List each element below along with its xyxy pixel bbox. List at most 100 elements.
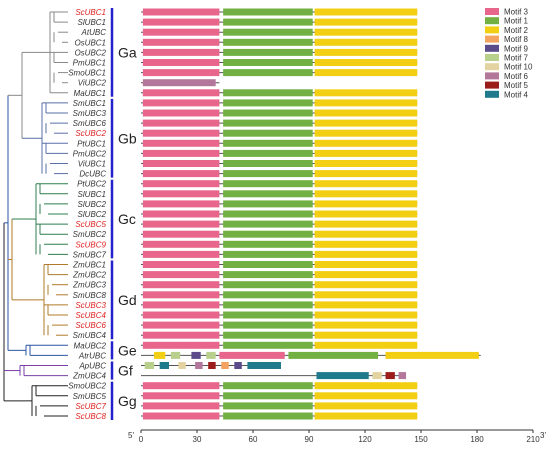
motif-box — [314, 69, 418, 77]
gene-label: ZmUBC4 — [72, 372, 106, 381]
motif-box — [142, 230, 220, 238]
motif-box — [314, 200, 418, 208]
motif-box — [314, 291, 418, 299]
motif-box — [142, 48, 220, 56]
gene-label: ScUBC7 — [75, 402, 106, 411]
group-label: Gf — [118, 363, 133, 379]
motif-box — [223, 301, 313, 309]
legend-label: Motif 10 — [504, 63, 533, 72]
motif-box — [142, 281, 220, 289]
motif-box — [223, 271, 313, 279]
gene-label: ScUBC5 — [75, 220, 106, 229]
motif-box — [316, 372, 369, 380]
motif-box — [223, 149, 313, 157]
motif-box — [314, 402, 418, 410]
motif-box — [219, 351, 285, 359]
motif-box — [223, 129, 313, 137]
motif-box — [223, 291, 313, 299]
motif-box — [314, 190, 418, 198]
gene-label: AtrUBC — [78, 351, 106, 360]
motif-box — [314, 160, 418, 167]
motif-box — [314, 8, 418, 16]
legend-label: Motif 2 — [504, 26, 529, 35]
motif-box — [223, 48, 313, 56]
gene-label: PtUBC1 — [77, 139, 106, 148]
motif-box — [314, 261, 418, 268]
motif-box — [223, 8, 313, 16]
motif-box — [223, 250, 313, 258]
motif-box — [142, 38, 220, 46]
gene-label: ViUBC1 — [78, 160, 106, 169]
gene-label: SmUBC4 — [73, 331, 107, 340]
motif-box — [178, 362, 186, 369]
gene-label: ViUBC2 — [78, 79, 107, 88]
legend-swatch — [485, 26, 499, 34]
motif-box — [223, 180, 313, 188]
gene-label: ZmUBC3 — [72, 281, 106, 290]
motif-box — [142, 240, 220, 248]
gene-label: PmUBC2 — [73, 149, 107, 158]
motif-box — [154, 351, 166, 359]
length-axis: 5' 3' 0 30 60 90 120 150 180 210 — [128, 429, 546, 444]
motif-box — [398, 372, 407, 380]
legend-label: Motif 6 — [504, 72, 529, 81]
motif-box — [223, 99, 313, 107]
gene-label: MaUBC2 — [74, 341, 107, 350]
motif-box — [223, 392, 313, 400]
gene-label: SmUBC6 — [73, 119, 107, 128]
group-label: Gb — [118, 130, 137, 146]
gene-label: SmUBC1 — [73, 99, 106, 108]
motif-box — [142, 170, 220, 178]
motif-box — [142, 311, 220, 319]
axis-tick-label: 180 — [470, 435, 484, 444]
motif-box — [314, 382, 418, 390]
motif-box — [142, 210, 220, 218]
motif-box — [314, 311, 418, 319]
gene-label: ApUBC — [78, 362, 106, 371]
motif-box — [288, 351, 379, 359]
gene-label: ScUBC6 — [75, 321, 106, 330]
motif-box — [314, 170, 418, 178]
motif-box — [142, 331, 220, 339]
motif-box — [142, 99, 220, 107]
axis-tick-label: 120 — [358, 435, 372, 444]
motif-box — [142, 250, 220, 258]
motif-box — [314, 210, 418, 218]
gene-label: ScUBC9 — [75, 240, 106, 249]
motif-box — [314, 59, 418, 66]
axis-tick-label: 0 — [139, 435, 144, 444]
motif-box — [223, 341, 313, 349]
motif-box — [314, 321, 418, 329]
group-label: Gg — [118, 393, 137, 409]
motif-box — [223, 139, 313, 147]
motif-box — [142, 69, 220, 77]
motif-box — [247, 362, 281, 369]
motif-box — [142, 129, 220, 137]
axis-tick-label: 90 — [305, 435, 314, 444]
motif-box — [223, 321, 313, 329]
gene-label: OsUBC2 — [74, 48, 106, 57]
motif-box — [223, 220, 313, 228]
axis-tick-label: 150 — [414, 435, 428, 444]
motif-box — [142, 200, 220, 208]
gene-label: ZmUBC2 — [72, 271, 106, 280]
motif-box — [208, 362, 216, 369]
motif-box — [223, 412, 313, 420]
motif-box — [142, 402, 220, 410]
motif-box — [142, 119, 220, 127]
motif-box — [314, 48, 418, 56]
gene-labels: ScUBC1SlUBC1AtUBCOsUBC1OsUBC2PmUBC1SmoUB… — [68, 8, 106, 421]
phylogenetic-tree — [3, 11, 68, 417]
motif-box — [314, 230, 418, 238]
gene-label: AtUBC — [81, 28, 107, 37]
motif-box — [142, 18, 220, 26]
gene-label: SmUBC5 — [73, 392, 107, 401]
motif-box — [142, 149, 220, 157]
motif-box — [223, 170, 313, 178]
motif-box — [223, 311, 313, 319]
motif-box — [314, 119, 418, 127]
motif-box — [314, 331, 418, 339]
motif-box — [314, 301, 418, 309]
